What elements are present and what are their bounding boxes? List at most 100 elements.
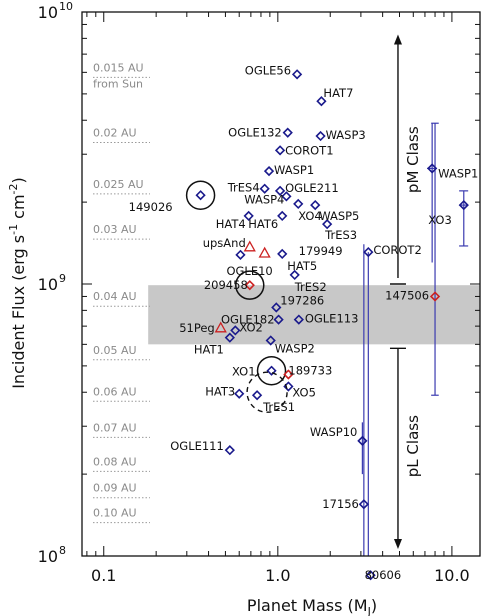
point-label: OGLE182 [221,313,275,327]
data-point [293,314,304,325]
y-tick-exponent: 9 [59,272,66,285]
data-point [293,198,304,210]
data-point [266,365,277,376]
data-point [363,246,374,258]
point-label: WASP2 [275,341,315,355]
point-label: OGLE10 [226,264,272,278]
point-label: 179949 [299,244,343,258]
point-label: WASP10 [310,425,357,439]
point-label: OGLE211 [285,181,339,195]
data-point [429,291,441,302]
data-point [251,390,263,401]
point-label: WASP4 [244,192,284,206]
data-point [357,435,368,447]
data-point [243,240,256,252]
data-point [263,165,275,177]
data-point [291,69,303,80]
highlight-circle [185,180,216,210]
data-point [289,269,300,281]
point-label: upsAnd [203,236,246,250]
au-label: 0.08 AU [93,455,137,468]
highlight-circle [235,270,265,300]
au-label: 0.03 AU [93,223,137,236]
au-label: 0.10 AU [93,507,137,520]
point-label: COROT1 [285,143,333,157]
point-label: 149026 [129,200,173,214]
y-axis-title: Incident Flux (erg s-1 cm-2) [7,177,28,389]
data-point [358,499,369,510]
point-label: WASP5 [319,209,359,223]
data-point [322,218,333,230]
point-label: TrES3 [324,228,357,242]
data-point [277,210,288,222]
point-label: WASP3 [326,128,366,142]
au-label: 0.09 AU [93,482,137,495]
y-tick-label: 10 [38,547,58,566]
dashed-circle [246,371,288,413]
data-point [458,199,469,211]
au-label: 0.04 AU [93,290,137,303]
data-point [316,96,327,107]
data-point [427,163,438,174]
x-tick-label: 1.0 [265,566,290,585]
point-label: HAT3 [205,385,235,399]
point-label: OGLE113 [305,312,359,326]
point-label: 80606 [365,568,402,582]
au-label: 0.07 AU [93,421,137,434]
point-label: TrES2 [294,280,327,294]
point-label: WASP1 [274,163,314,177]
data-point [195,190,206,201]
point-label: XO1 [232,365,256,379]
pm-class-label: pM Class [404,126,422,193]
au-label: 0.015 AU [93,61,144,74]
point-label: TrES4 [227,181,260,195]
point-label: 17156 [322,497,359,511]
point-label: XO5 [292,385,316,399]
point-label: XO3 [428,213,452,227]
data-point [265,335,276,346]
data-point [224,445,235,456]
pl-arrow-head [393,539,402,550]
au-label: 0.02 AU [93,126,137,139]
data-point [224,332,235,343]
point-label: HAT6 [248,217,278,231]
data-point [281,191,292,202]
data-point [273,314,284,325]
pm-arrow-head [393,34,402,45]
data-point [214,321,227,333]
point-label: OGLE56 [245,63,291,77]
data-point [258,246,271,258]
point-label: HAT1 [194,343,224,357]
data-point [274,145,286,156]
point-label: HAT7 [323,86,353,100]
point-label: 51Peg [179,321,215,335]
point-label: HAT4 [216,217,246,231]
au-label: 0.025 AU [93,178,144,191]
data-point [234,388,245,399]
au-label: from Sun [93,77,143,90]
highlight-circle [256,355,287,386]
data-point [244,280,255,291]
data-point [230,325,241,336]
x-tick-label: 10.0 [434,566,470,585]
y-tick-exponent: 10 [59,0,73,13]
data-point [282,127,293,138]
data-point [259,183,270,194]
pl-class-label: pL Class [404,415,422,477]
point-label: HAT5 [287,259,317,273]
point-label: 209458 [204,278,248,292]
point-label: OGLE132 [228,126,282,140]
point-label: XO2 [239,320,263,334]
point-label: 147506 [385,288,429,302]
point-label: TrES1 [262,400,295,414]
data-point [310,199,321,211]
au-label: 0.06 AU [93,385,137,398]
point-label: 189733 [288,363,332,377]
data-point [283,369,294,380]
point-label: WASP1 [438,166,478,180]
data-point [365,570,376,581]
data-point [277,248,288,260]
data-point [235,249,246,260]
y-tick-label: 10 [38,3,58,22]
